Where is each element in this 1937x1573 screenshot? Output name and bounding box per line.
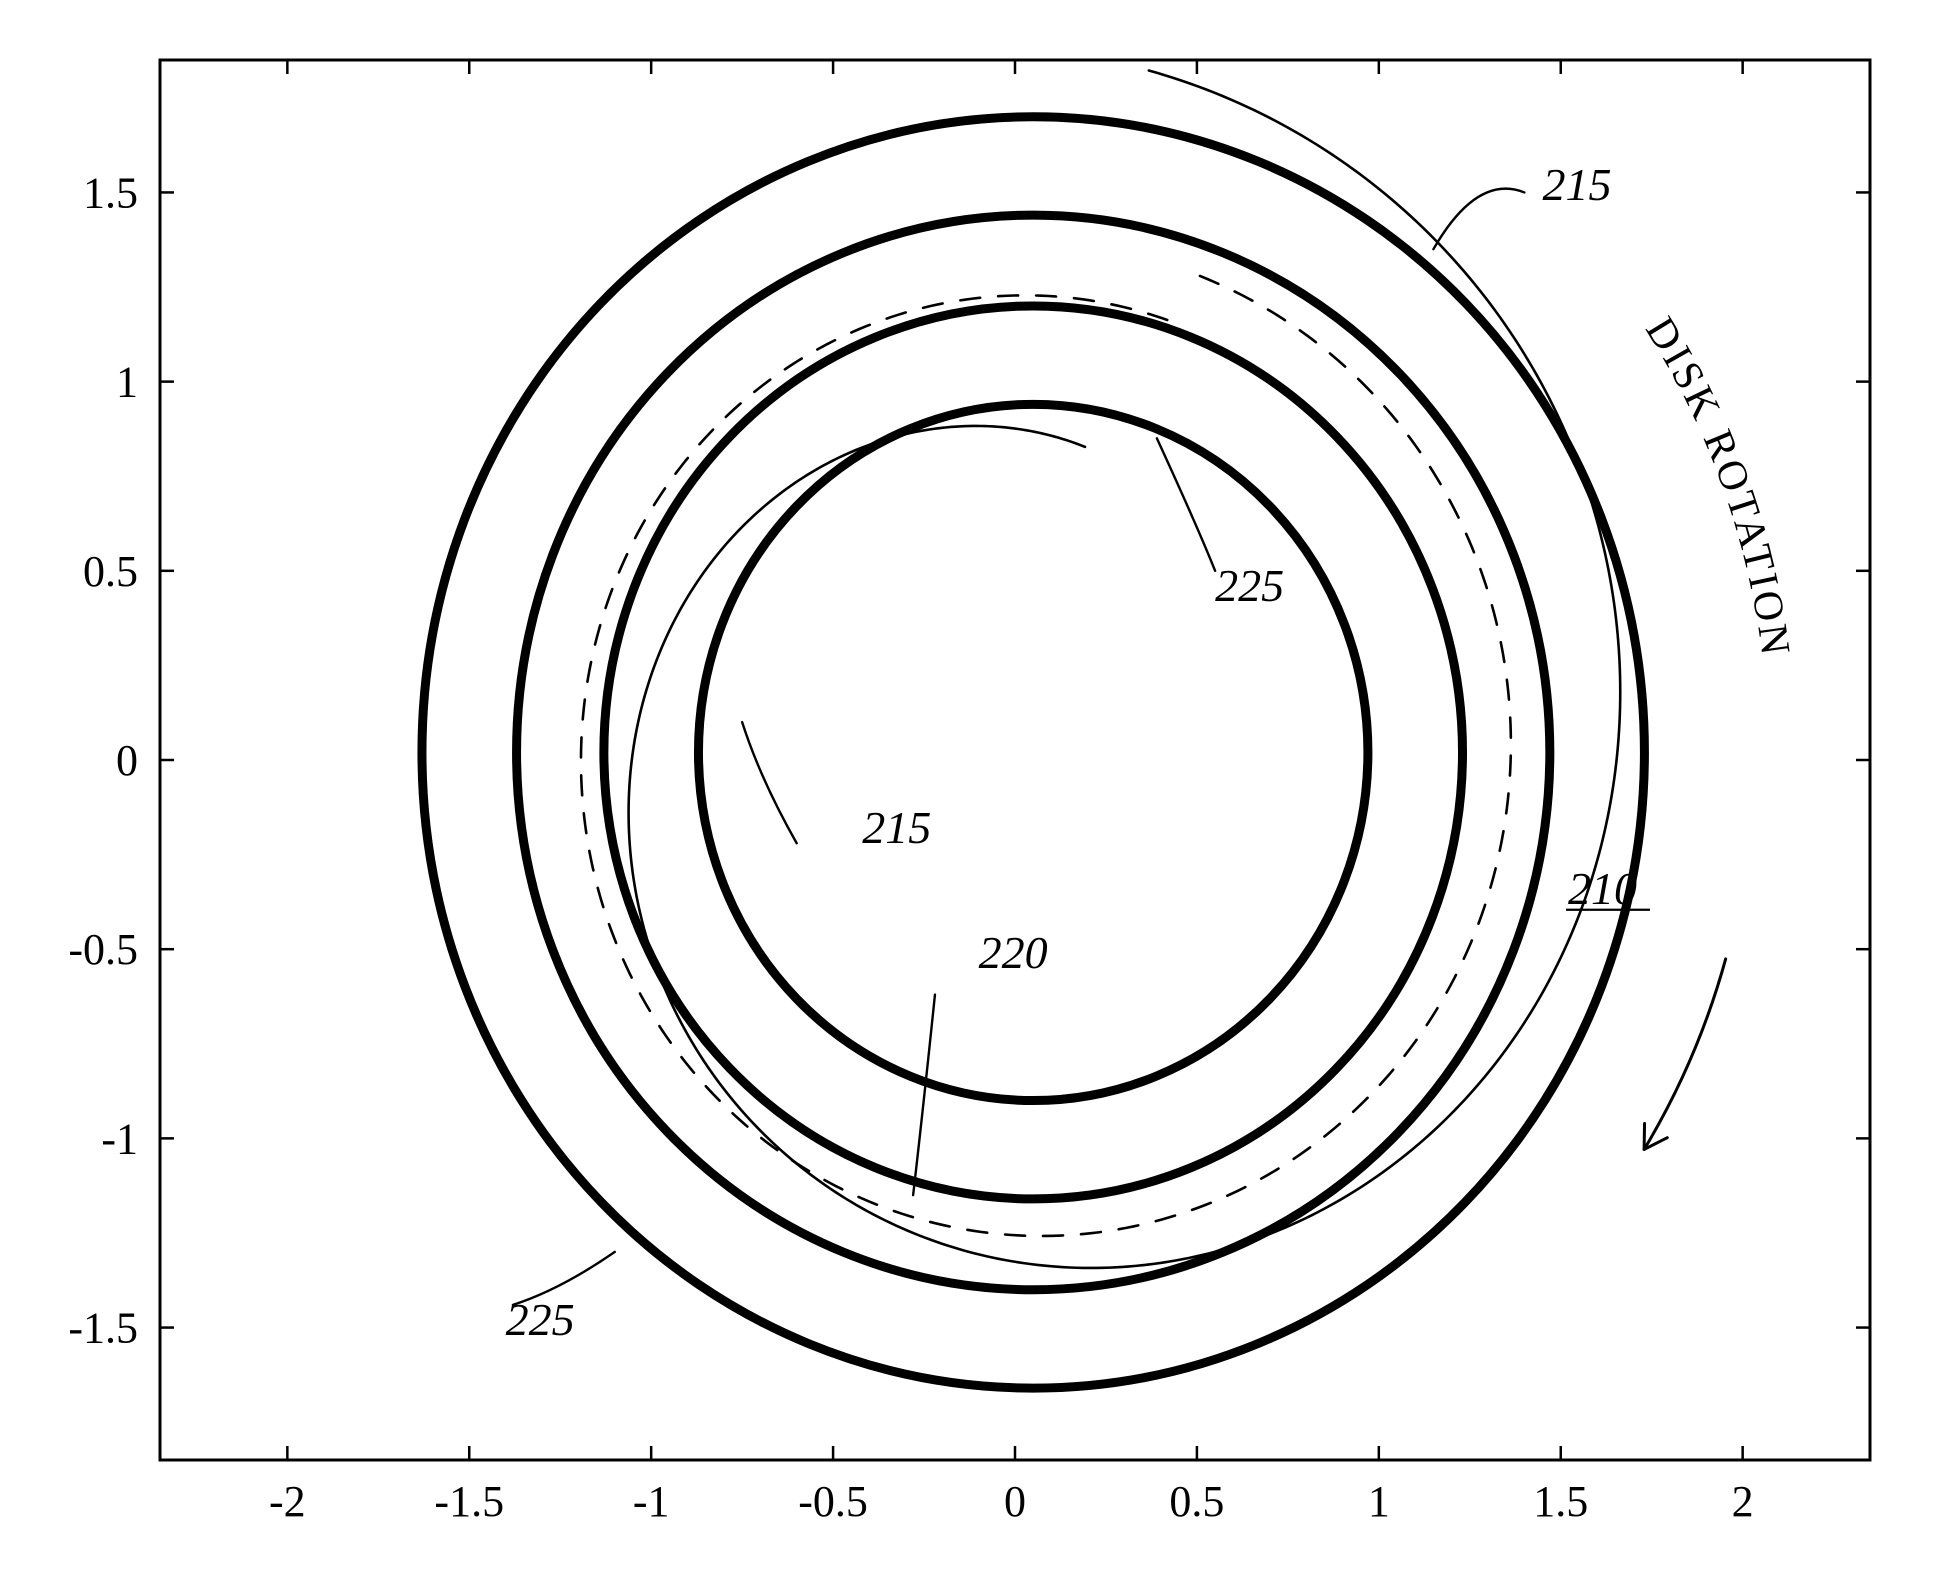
y-tick-label: 1.5 bbox=[83, 168, 138, 217]
y-tick-label: 0.5 bbox=[83, 547, 138, 596]
label-210: 210 bbox=[1568, 863, 1637, 914]
x-tick-label: -2 bbox=[269, 1477, 306, 1526]
y-tick-label: 1 bbox=[116, 358, 138, 407]
x-tick-label: -1 bbox=[633, 1477, 670, 1526]
y-tick-label: -1.5 bbox=[68, 1304, 138, 1353]
label-215-mid: 215 bbox=[862, 802, 931, 853]
label-225-top: 225 bbox=[1215, 560, 1284, 611]
x-tick-label: 1.5 bbox=[1533, 1477, 1588, 1526]
label-215-top: 215 bbox=[1543, 159, 1612, 210]
x-tick-label: 0.5 bbox=[1169, 1477, 1224, 1526]
y-tick-label: -0.5 bbox=[68, 925, 138, 974]
x-tick-label: 1 bbox=[1368, 1477, 1390, 1526]
diagram-canvas: -2 -1.5 -1 -0.5 0 0.5 1 1.5 2 -1.5 -1 -0.5 0 0.5 1 1.5 2… bbox=[0, 0, 1937, 1573]
y-tick-label: 0 bbox=[116, 736, 138, 785]
y-tick-label: -1 bbox=[101, 1114, 138, 1163]
label-220: 220 bbox=[979, 927, 1048, 978]
x-tick-label: 0 bbox=[1004, 1477, 1026, 1526]
label-225-bottom: 225 bbox=[506, 1294, 575, 1345]
x-tick-label: -1.5 bbox=[434, 1477, 504, 1526]
x-tick-label: 2 bbox=[1732, 1477, 1754, 1526]
x-tick-label: -0.5 bbox=[798, 1477, 868, 1526]
